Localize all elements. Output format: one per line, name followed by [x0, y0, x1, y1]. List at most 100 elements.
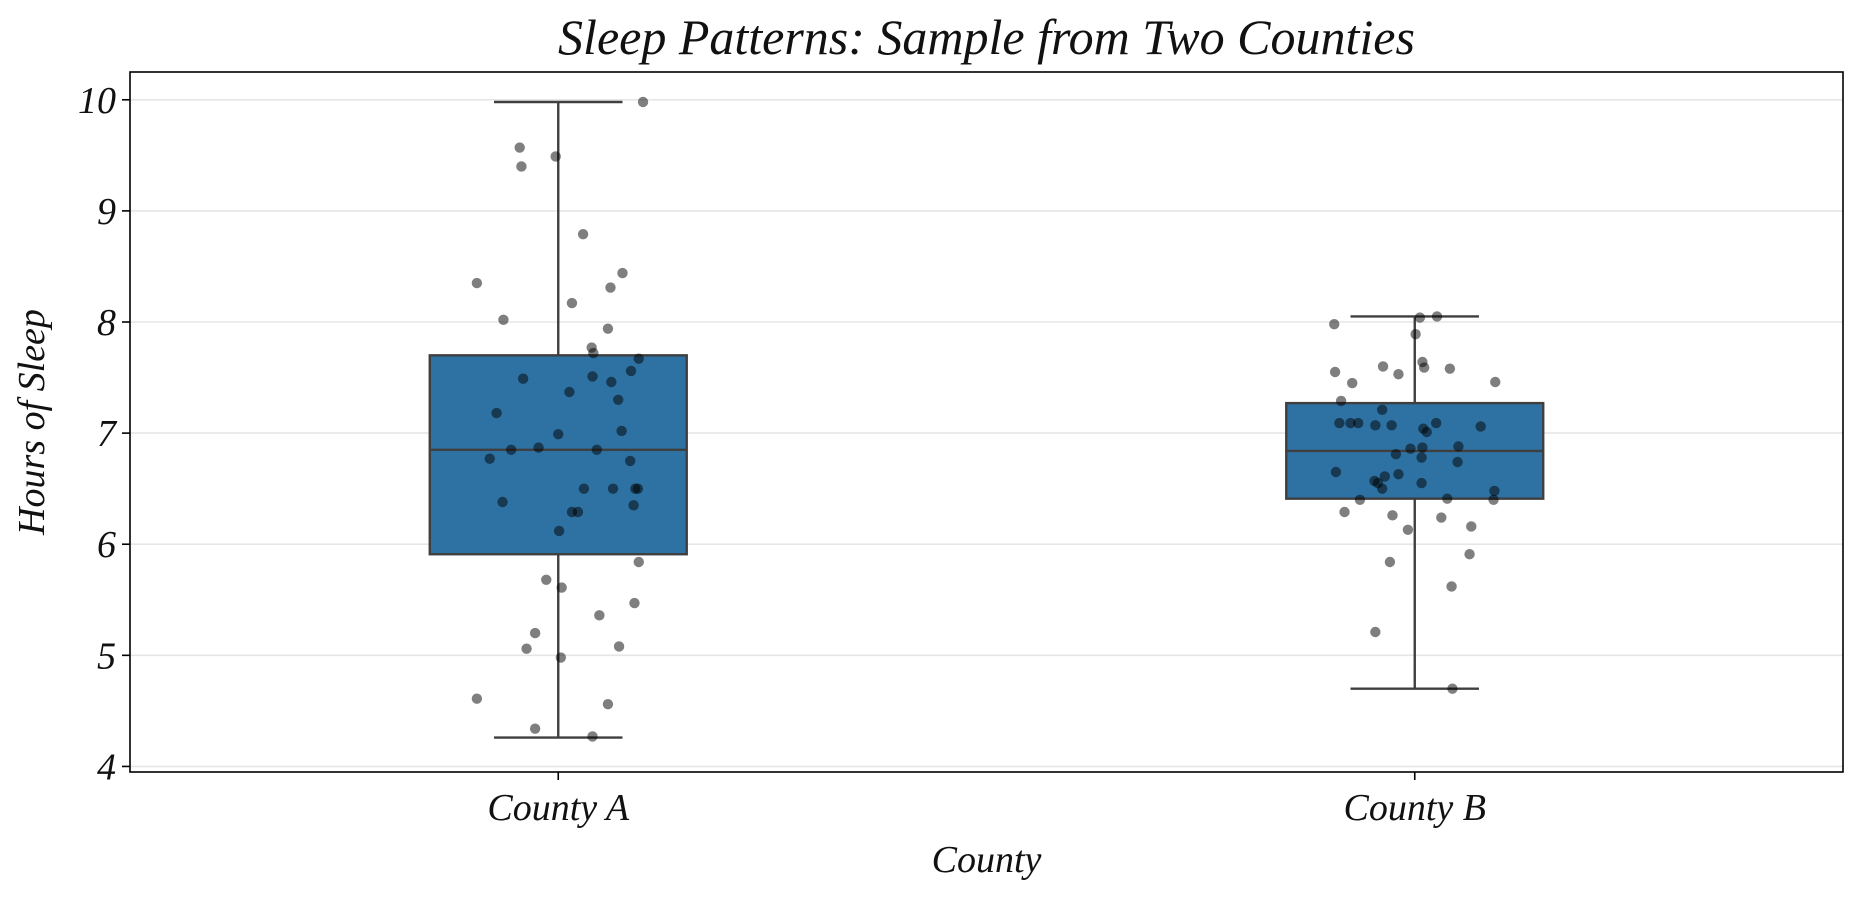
data-point [587, 731, 598, 742]
data-point [628, 500, 639, 511]
y-axis-label: Hours of Sleep [11, 309, 53, 536]
data-point [1377, 361, 1389, 372]
data-point [1464, 549, 1475, 560]
y-tick-label: 10 [78, 80, 116, 122]
data-point [1430, 417, 1442, 429]
data-point [1417, 442, 1428, 453]
data-point [1444, 363, 1456, 374]
data-point [1330, 466, 1342, 478]
data-point [1329, 366, 1341, 378]
data-point [1466, 521, 1477, 532]
data-point [617, 267, 628, 279]
y-tick-label: 8 [97, 302, 116, 344]
y-tick-label: 5 [97, 635, 116, 677]
data-point [497, 496, 508, 508]
data-point [633, 556, 644, 568]
data-point [1402, 524, 1414, 535]
point-layer [471, 96, 1501, 742]
data-point [564, 386, 575, 398]
data-point [1475, 421, 1486, 432]
data-point [606, 376, 617, 388]
data-point [517, 373, 529, 384]
data-point [1387, 510, 1398, 521]
x-axis-label: County [932, 839, 1042, 881]
data-point [1370, 626, 1381, 638]
data-point [533, 442, 544, 453]
data-point [587, 371, 598, 382]
data-point [594, 610, 605, 621]
data-point [1370, 420, 1381, 431]
data-point [1416, 452, 1427, 463]
data-point [484, 453, 495, 464]
data-point [602, 323, 614, 334]
tick-layer: 4 5 6 7 8 9 10 County A County B [78, 80, 1486, 829]
y-tick-label: 6 [97, 524, 116, 566]
data-point [1345, 417, 1356, 429]
data-point [1354, 494, 1366, 505]
plot-frame [129, 71, 1844, 773]
data-point [1442, 493, 1453, 504]
data-point [529, 627, 541, 639]
data-point [514, 142, 525, 153]
data-point [1410, 329, 1421, 340]
data-point [1377, 404, 1388, 415]
data-point [1335, 395, 1347, 407]
data-point [505, 444, 517, 455]
data-point [550, 151, 561, 162]
data-point [1377, 483, 1388, 494]
data-point [613, 641, 625, 652]
data-point [1347, 377, 1358, 389]
data-point [1431, 311, 1443, 322]
data-point [613, 394, 624, 405]
data-point [1490, 376, 1501, 388]
y-tick-label: 4 [97, 746, 116, 788]
data-point [1446, 581, 1457, 592]
data-point [566, 297, 578, 309]
data-point [1453, 441, 1464, 452]
data-point [529, 723, 541, 734]
data-point [1339, 506, 1350, 518]
data-point [1379, 471, 1390, 482]
data-point [1421, 426, 1432, 438]
data-point [1416, 477, 1427, 489]
data-point [630, 483, 641, 494]
data-point [555, 652, 567, 663]
data-point [491, 407, 502, 419]
data-point [1393, 469, 1404, 480]
chart-title: Sleep Patterns: Sample from Two Counties [558, 9, 1415, 65]
data-point [607, 483, 619, 494]
strip-points-group [1329, 311, 1501, 694]
data-point [1393, 369, 1404, 380]
data-point [498, 314, 509, 325]
data-point [521, 643, 532, 654]
data-point [624, 455, 636, 467]
data-point [1489, 485, 1500, 497]
data-point [572, 506, 584, 518]
data-point [625, 365, 637, 377]
grid-layer [130, 98, 1843, 768]
strip-points-group [471, 96, 649, 742]
data-point [556, 582, 567, 593]
data-point [541, 574, 552, 585]
data-point [471, 693, 483, 704]
data-point [629, 597, 640, 609]
x-tick-label: County A [487, 787, 630, 829]
data-point [1447, 683, 1458, 694]
y-tick-label: 9 [97, 191, 116, 233]
data-point [1384, 556, 1396, 568]
data-point [1353, 417, 1364, 429]
x-tick-label: County B [1344, 787, 1486, 829]
data-point [616, 425, 627, 437]
data-point [591, 444, 602, 455]
data-point [578, 483, 590, 494]
data-point [588, 347, 599, 359]
y-tick-label: 7 [97, 413, 118, 455]
data-point [1405, 443, 1416, 454]
data-point [516, 161, 527, 172]
box-group [428, 100, 688, 739]
data-point [1386, 420, 1397, 431]
data-point [1390, 449, 1402, 460]
box-layer [428, 100, 1545, 739]
